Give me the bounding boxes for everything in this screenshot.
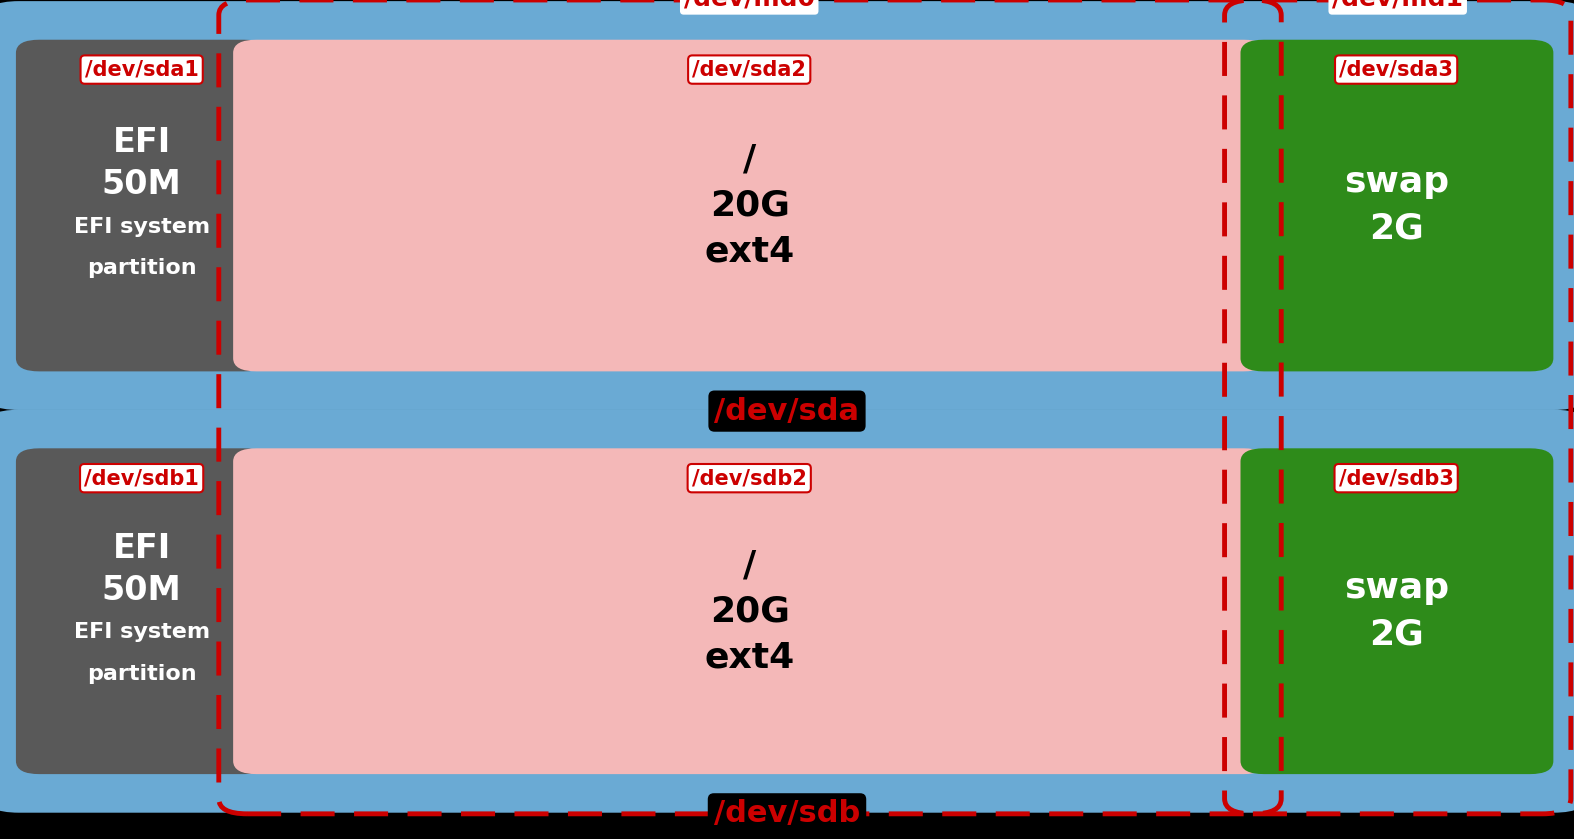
FancyBboxPatch shape [235,450,1265,773]
Text: /dev/sda2: /dev/sda2 [693,60,806,80]
FancyBboxPatch shape [17,450,266,773]
FancyBboxPatch shape [1242,41,1552,370]
Text: EFI system: EFI system [74,623,209,642]
Text: /dev/sda1: /dev/sda1 [85,60,198,80]
Text: 2G: 2G [1369,211,1424,246]
Text: /: / [743,548,757,582]
Text: /: / [743,143,757,176]
Text: swap: swap [1344,165,1450,200]
Text: /dev/sdb1: /dev/sdb1 [85,468,198,488]
FancyBboxPatch shape [17,41,266,370]
FancyBboxPatch shape [0,411,1574,811]
Text: 50M: 50M [102,574,181,607]
Text: swap: swap [1344,571,1450,605]
Text: /dev/sdb2: /dev/sdb2 [693,468,806,488]
Text: EFI: EFI [112,532,172,565]
FancyBboxPatch shape [235,41,1265,370]
Text: 20G: 20G [710,189,790,222]
Text: EFI system: EFI system [74,216,209,237]
Text: 50M: 50M [102,168,181,201]
Text: partition: partition [87,258,197,279]
Text: /dev/sdb3: /dev/sdb3 [1339,468,1453,488]
FancyBboxPatch shape [0,3,1574,409]
Text: /dev/sda: /dev/sda [715,397,859,425]
Text: ext4: ext4 [705,235,795,268]
Text: partition: partition [87,664,197,684]
Text: EFI: EFI [112,126,172,159]
Text: /dev/sda3: /dev/sda3 [1339,60,1453,80]
Text: ext4: ext4 [705,640,795,675]
Text: 2G: 2G [1369,618,1424,651]
Text: 20G: 20G [710,594,790,628]
Text: /dev/md1: /dev/md1 [1332,0,1464,11]
FancyBboxPatch shape [1242,450,1552,773]
Text: /dev/md0: /dev/md0 [683,0,815,11]
Text: /dev/sdb: /dev/sdb [715,800,859,828]
